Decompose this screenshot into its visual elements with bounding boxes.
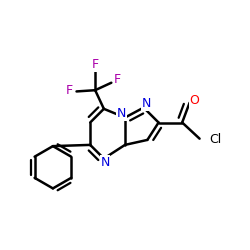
Text: Cl: Cl [210, 134, 222, 146]
Text: O: O [190, 94, 200, 107]
Text: N: N [100, 156, 110, 169]
Text: F: F [66, 84, 73, 97]
Text: F: F [92, 58, 99, 71]
Text: N: N [142, 97, 151, 110]
Text: N: N [116, 107, 126, 120]
Text: F: F [114, 73, 121, 86]
